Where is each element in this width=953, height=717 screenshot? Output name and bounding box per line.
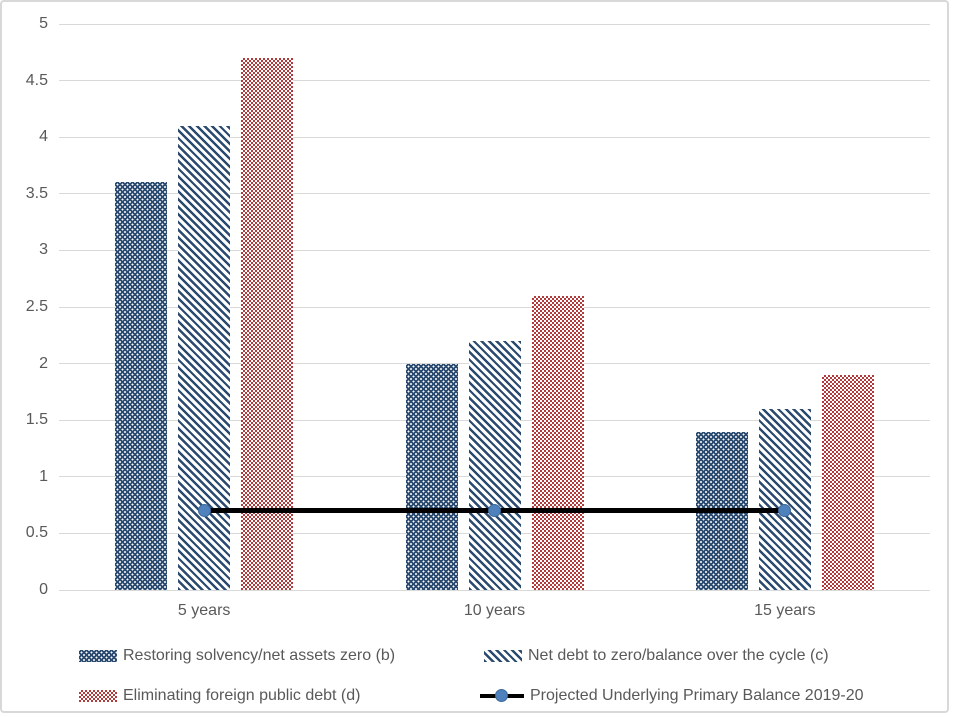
bar-10-years-diagonal bbox=[468, 340, 521, 590]
legend-line-dot bbox=[495, 689, 508, 702]
bar-15-years-checker bbox=[821, 374, 874, 590]
legend-swatch-dots bbox=[79, 650, 117, 662]
bar-15-years-diagonal bbox=[758, 408, 811, 590]
y-axis-tick-label-2.5: 2.5 bbox=[25, 298, 48, 315]
projection-marker-10-years bbox=[488, 504, 501, 518]
bar-5-years-dots bbox=[115, 182, 168, 590]
legend-label-projected-primary-balance: Projected Underlying Primary Balance 201… bbox=[530, 687, 864, 704]
bar-5-years-diagonal bbox=[178, 125, 231, 590]
y-axis-tick-label-0.5: 0.5 bbox=[25, 524, 48, 542]
y-axis-tick-label-4.5: 4.5 bbox=[25, 71, 48, 89]
gridline-4 bbox=[59, 136, 930, 138]
legend-item-restoring-solvency: Restoring solvency/net assets zero (b) bbox=[79, 646, 395, 666]
bar-10-years-dots bbox=[405, 363, 458, 590]
y-axis-tick-label-5: 5 bbox=[39, 15, 48, 32]
legend-label-net-debt-zero: Net debt to zero/balance over the cycle … bbox=[528, 647, 829, 664]
y-axis-tick-label-3.5: 3.5 bbox=[25, 184, 48, 202]
y-axis-tick-label-1.5: 1.5 bbox=[25, 411, 48, 429]
legend-item-eliminating-foreign-debt: Eliminating foreign public debt (d) bbox=[79, 686, 360, 706]
x-axis-label-15-years: 15 years bbox=[754, 602, 816, 619]
y-axis-tick-label-1: 1 bbox=[39, 467, 48, 485]
legend-line-marker-icon bbox=[480, 689, 524, 703]
y-axis-tick-label-2: 2 bbox=[39, 354, 48, 372]
gridline-0 bbox=[59, 589, 930, 591]
bar-10-years-checker bbox=[531, 295, 584, 590]
gridline-2.5 bbox=[59, 306, 930, 308]
gridline-4.5 bbox=[59, 80, 930, 82]
legend-item-net-debt-zero: Net debt to zero/balance over the cycle … bbox=[484, 646, 829, 666]
projection-marker-15-years bbox=[778, 504, 792, 518]
x-axis-label-5-years: 5 years bbox=[177, 602, 231, 619]
legend-swatch-diagonal bbox=[484, 650, 522, 662]
gridline-5 bbox=[59, 23, 930, 25]
gridline-3.5 bbox=[59, 193, 930, 195]
x-axis-label-10-years: 10 years bbox=[463, 602, 526, 619]
legend-label-restoring-solvency: Restoring solvency/net assets zero (b) bbox=[123, 647, 396, 664]
legend-label-eliminating-foreign-debt: Eliminating foreign public debt (d) bbox=[123, 687, 361, 704]
y-axis-tick-label-4: 4 bbox=[39, 128, 48, 146]
bar-5-years-checker bbox=[241, 57, 294, 590]
gridline-3 bbox=[59, 249, 930, 251]
projection-marker-5-years bbox=[197, 504, 211, 518]
legend-swatch-checker bbox=[79, 690, 117, 702]
y-axis-tick-label-0: 0 bbox=[39, 581, 48, 598]
y-axis-tick-label-3: 3 bbox=[39, 241, 48, 259]
legend-item-projected-primary-balance: Projected Underlying Primary Balance 201… bbox=[480, 686, 864, 706]
